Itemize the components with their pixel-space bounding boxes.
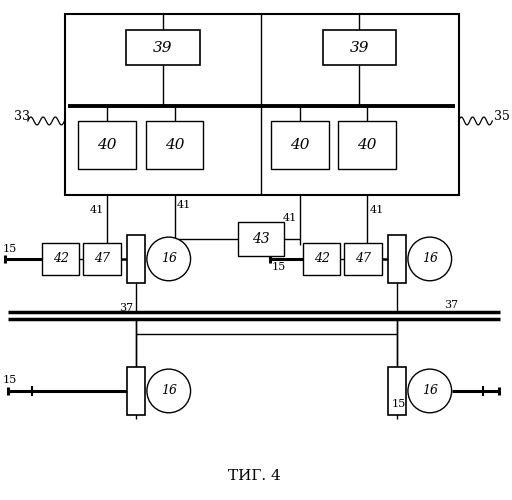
Text: 33: 33 — [14, 110, 30, 122]
Circle shape — [147, 369, 190, 413]
Text: 35: 35 — [494, 110, 510, 122]
Text: 41: 41 — [283, 213, 297, 223]
Text: 15: 15 — [392, 399, 407, 409]
Text: 40: 40 — [357, 138, 377, 152]
Bar — [146, 121, 203, 168]
Bar — [127, 367, 145, 415]
Text: 15: 15 — [272, 262, 286, 272]
Bar — [41, 243, 79, 275]
Text: 37: 37 — [119, 302, 133, 312]
Text: 47: 47 — [355, 252, 371, 266]
Text: 37: 37 — [444, 300, 458, 310]
Text: 16: 16 — [161, 252, 177, 266]
Text: 41: 41 — [369, 206, 383, 216]
Text: 16: 16 — [422, 252, 438, 266]
Bar — [303, 243, 340, 275]
Bar — [126, 30, 200, 66]
Text: 39: 39 — [350, 40, 369, 54]
Text: 47: 47 — [94, 252, 110, 266]
Text: 15: 15 — [3, 244, 17, 254]
Circle shape — [147, 237, 190, 281]
Bar — [323, 30, 396, 66]
Text: 41: 41 — [90, 206, 104, 216]
Bar — [65, 14, 459, 196]
Text: 40: 40 — [165, 138, 184, 152]
Text: 40: 40 — [97, 138, 117, 152]
Bar — [345, 243, 382, 275]
Bar — [338, 121, 396, 168]
Bar — [271, 121, 329, 168]
Circle shape — [408, 369, 452, 413]
Text: 42: 42 — [313, 252, 330, 266]
Circle shape — [408, 237, 452, 281]
Text: ΤИГ. 4: ΤИГ. 4 — [228, 470, 281, 484]
Bar — [78, 121, 136, 168]
Bar — [83, 243, 121, 275]
Text: 43: 43 — [252, 232, 270, 246]
Bar — [127, 235, 145, 283]
Text: 42: 42 — [53, 252, 69, 266]
Text: 40: 40 — [290, 138, 309, 152]
Bar — [388, 235, 406, 283]
Text: 16: 16 — [422, 384, 438, 398]
Text: 15: 15 — [3, 375, 17, 385]
Text: 39: 39 — [153, 40, 173, 54]
Bar — [388, 367, 406, 415]
Text: 16: 16 — [161, 384, 177, 398]
Bar — [238, 222, 284, 256]
Text: 41: 41 — [177, 200, 191, 210]
